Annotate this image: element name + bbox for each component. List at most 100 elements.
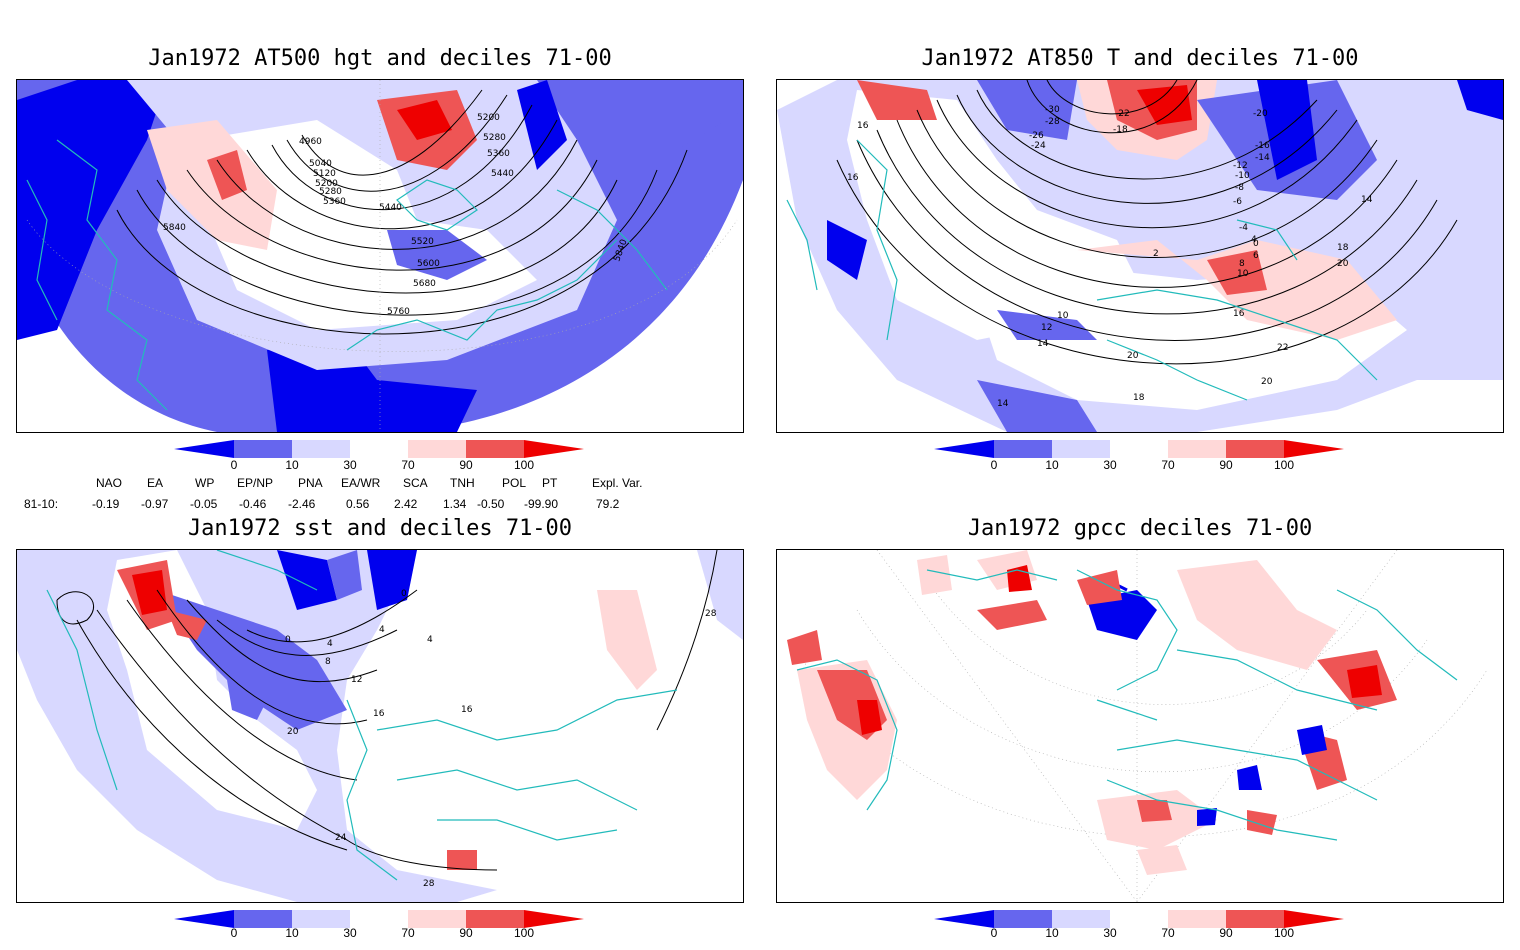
index-value: -0.19 (92, 497, 120, 511)
colorbar-segment (408, 440, 466, 458)
colorbar-tick: 70 (1161, 458, 1175, 472)
colorbar-t850: 0 10 30 70 90 100 (934, 440, 1354, 480)
index-value: -0.97 (141, 497, 169, 511)
colorbar-tick: 30 (1103, 926, 1117, 940)
colorbar-segment (1052, 910, 1110, 928)
colorbar-tick: 10 (285, 926, 299, 940)
svg-text:5520: 5520 (411, 237, 434, 247)
svg-text:5680: 5680 (413, 279, 436, 289)
svg-text:0: 0 (285, 635, 291, 645)
colorbar-tick: 70 (401, 458, 415, 472)
colorbar-tick: 100 (1273, 458, 1295, 472)
index-header: EP/NP (237, 476, 274, 490)
svg-text:-4: -4 (1239, 223, 1248, 233)
svg-text:-16: -16 (1255, 141, 1270, 151)
svg-text:-6: -6 (1233, 197, 1242, 207)
index-row-label: 81-10: (24, 497, 59, 511)
svg-text:4: 4 (427, 635, 433, 645)
index-value: 0.56 (346, 497, 370, 511)
colorbar-tick: 0 (230, 926, 238, 940)
svg-text:-10: -10 (1235, 171, 1250, 181)
colorbar-segment (234, 910, 292, 928)
colorbar-segment (1110, 910, 1168, 928)
svg-text:16: 16 (847, 173, 859, 183)
svg-text:28: 28 (705, 609, 717, 619)
svg-text:24: 24 (335, 833, 347, 843)
svg-text:5360: 5360 (487, 149, 510, 159)
map-sst: 0 4 8 12 16 20 24 28 28 0 4 4 16 (16, 549, 744, 903)
colorbar-tick: 0 (230, 458, 238, 472)
svg-text:4: 4 (1251, 235, 1257, 245)
colorbar-tick: 30 (1103, 458, 1117, 472)
svg-text:5600: 5600 (417, 259, 440, 269)
colorbar-sst: 0 10 30 70 90 100 (174, 910, 594, 950)
svg-text:5440: 5440 (491, 169, 514, 179)
panel-title-t850: Jan1972 AT850 T and deciles 71-00 (921, 46, 1359, 71)
colorbar-segment (1168, 440, 1226, 458)
svg-text:22: 22 (1277, 343, 1288, 353)
colorbar-tick: 70 (1161, 926, 1175, 940)
svg-text:16: 16 (1233, 309, 1245, 319)
colorbar-tick: 90 (459, 458, 473, 472)
colorbar-segment (524, 910, 584, 928)
svg-text:5280: 5280 (319, 187, 342, 197)
colorbar-tick: 10 (285, 458, 299, 472)
svg-text:-14: -14 (1255, 153, 1270, 163)
svg-text:20: 20 (1127, 351, 1139, 361)
colorbar-tick: 100 (1273, 926, 1295, 940)
colorbar-segment (350, 910, 408, 928)
colorbar-segment (234, 440, 292, 458)
panel-title-gpcc: Jan1972 gpcc deciles 71-00 (967, 516, 1313, 541)
colorbar-tick: 70 (401, 926, 415, 940)
colorbar-segment (1052, 440, 1110, 458)
svg-text:-30: -30 (1045, 105, 1060, 115)
svg-text:5840: 5840 (163, 223, 186, 233)
colorbar-segment (174, 910, 234, 928)
svg-text:18: 18 (1337, 243, 1349, 253)
colorbar-tick: 10 (1045, 458, 1059, 472)
svg-text:16: 16 (373, 709, 385, 719)
svg-text:14: 14 (1037, 339, 1049, 349)
map-t850: -30 -28 -26 -24 -22 -20 -18 -16 -14 -12 … (776, 79, 1504, 433)
svg-text:28: 28 (423, 879, 435, 889)
index-header: SCA (403, 476, 428, 490)
svg-text:6: 6 (1253, 251, 1259, 261)
colorbar-segment (1284, 910, 1344, 928)
svg-text:4960: 4960 (299, 137, 322, 147)
colorbar-segment (994, 910, 1052, 928)
index-value: -0.46 (239, 497, 267, 511)
colorbar-segment (1284, 440, 1344, 458)
colorbar-segment (934, 440, 994, 458)
index-header: EA (147, 476, 164, 490)
index-header: WP (195, 476, 215, 490)
svg-text:5120: 5120 (313, 169, 336, 179)
svg-text:5360: 5360 (323, 197, 346, 207)
colorbar-segment (408, 910, 466, 928)
svg-text:18: 18 (1133, 393, 1145, 403)
svg-text:-26: -26 (1029, 131, 1044, 141)
svg-text:5440: 5440 (379, 203, 402, 213)
index-header: PT (542, 476, 558, 490)
index-value: -0.50 (477, 497, 505, 511)
colorbar-segment (292, 910, 350, 928)
svg-text:20: 20 (1337, 259, 1349, 269)
colorbar-segment (174, 440, 234, 458)
index-value: 1.34 (443, 497, 467, 511)
colorbar-tick: 0 (990, 458, 998, 472)
colorbar-tick: 100 (513, 458, 535, 472)
svg-text:0: 0 (401, 589, 407, 599)
colorbar-segment (1168, 910, 1226, 928)
svg-text:-22: -22 (1115, 109, 1130, 119)
svg-text:12: 12 (351, 675, 362, 685)
svg-text:-20: -20 (1253, 109, 1268, 119)
svg-text:-28: -28 (1045, 117, 1060, 127)
svg-text:4: 4 (327, 639, 333, 649)
svg-text:16: 16 (461, 705, 473, 715)
colorbar-gpcc: 0 10 30 70 90 100 (934, 910, 1354, 950)
colorbar-segment (1110, 440, 1168, 458)
svg-text:20: 20 (287, 727, 299, 737)
colorbar-tick: 90 (459, 926, 473, 940)
svg-text:2: 2 (1153, 249, 1159, 259)
colorbar-segment (466, 910, 524, 928)
svg-text:0: 0 (1253, 239, 1259, 249)
